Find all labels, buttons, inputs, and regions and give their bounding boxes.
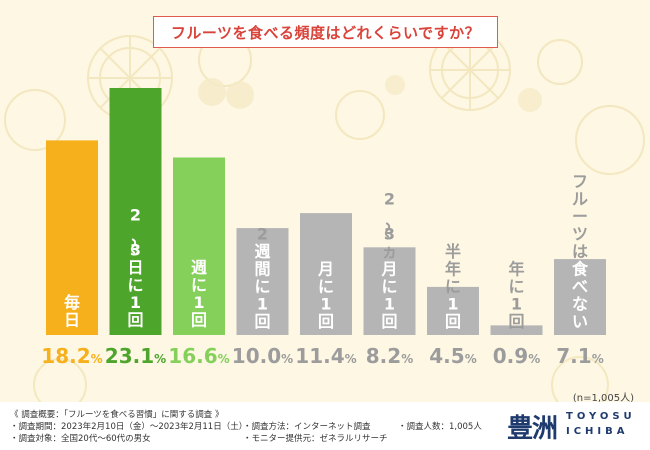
value-label-5: 11.4% — [295, 344, 356, 368]
survey-target: ・調査対象：全国20代〜60代の男女 — [10, 434, 151, 444]
value-label-4: 10.0% — [232, 344, 293, 368]
bar-7 — [427, 286, 479, 335]
category-label-4: 2 週間に 1 回 — [254, 225, 270, 332]
value-label-2: 23.1% — [105, 344, 166, 368]
category-label-8: 年に 1 回 — [508, 260, 524, 332]
toyosu-logo-kanji: 豊洲 — [507, 414, 558, 444]
category-label-6: 2 〜3 ヵ月に 1 回 — [377, 190, 397, 332]
bar-chart: 毎日 18.2% 2 〜3 日に 1 回 23.1% 週に 1 回 16.6% 2 週間に 1 回 10.0% 月… — [41, 88, 606, 368]
survey-footer: 《 調査概要：「フルーツを食べる習慣」に関する調査 》 ・調査期間：2023年2… — [0, 402, 650, 450]
bar-2 — [109, 88, 162, 335]
bar-9 — [554, 259, 606, 335]
sample-size-note: (n=1,005人) — [572, 393, 634, 404]
value-label-8: 0.9% — [493, 344, 540, 368]
category-label-9: フルーツは食べない — [571, 172, 589, 331]
chart-title-box: フルーツを食べる頻度はどれくらいですか？ — [153, 16, 498, 48]
value-label-9: 7.1% — [556, 344, 603, 368]
survey-count: ・調査人数：1,005人 — [398, 422, 482, 432]
toyosu-logo-en-top: TOYOSU — [566, 411, 636, 422]
bar-4 — [236, 228, 289, 335]
fruit-background-decoration — [4, 29, 645, 402]
category-label-1: 毎日 — [64, 293, 80, 330]
value-label-3: 16.6% — [168, 344, 229, 368]
chart-title: フルーツを食べる頻度はどれくらいですか？ — [170, 23, 481, 42]
bar-5 — [300, 213, 352, 335]
survey-period: ・調査期間：2023年2月10日（金）〜2023年2月11日（土） — [10, 422, 248, 432]
category-label-2: 2 〜3 日に 1 回 — [123, 206, 143, 330]
value-label-1: 18.2% — [41, 344, 102, 368]
category-label-3: 週に 1 回 — [191, 258, 207, 330]
bar-3 — [173, 157, 225, 335]
survey-summary: 《 調査概要：「フルーツを食べる習慣」に関する調査 》 — [10, 410, 224, 420]
bar-6 — [363, 247, 416, 335]
survey-monitor: ・モニター提供元：ゼネラルリサーチ — [243, 434, 388, 444]
toyosu-logo-en-bottom: ICHIBA — [566, 426, 629, 437]
bar-8 — [490, 325, 543, 335]
category-label-5: 月に 1 回 — [317, 260, 334, 332]
value-label-6: 8.2% — [366, 344, 413, 368]
survey-method: ・調査方法：インターネット調査 — [243, 422, 371, 432]
category-label-7: 半年に 1 回 — [445, 242, 461, 331]
bar-1 — [46, 140, 98, 335]
value-label-7: 4.5% — [429, 344, 476, 368]
